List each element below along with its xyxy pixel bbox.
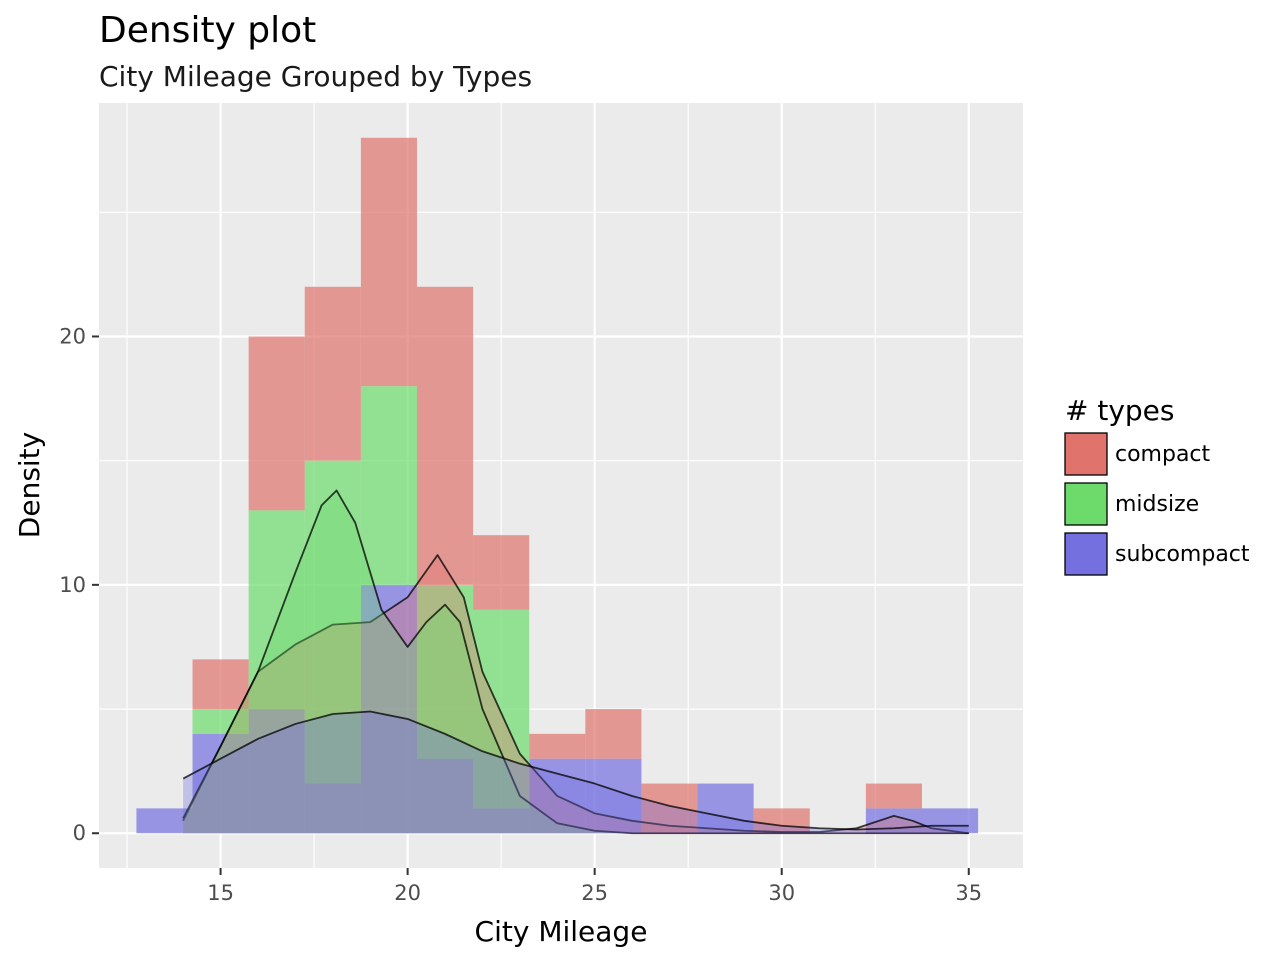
- y-tick-label: 0: [73, 821, 86, 845]
- y-tick-label: 10: [59, 573, 86, 597]
- legend-label-compact: compact: [1115, 442, 1211, 467]
- density-line-subcompact: [182, 710, 969, 831]
- bar-subcompact: [697, 783, 754, 834]
- bar-subcompact: [473, 808, 530, 834]
- bar-midsize: [248, 510, 305, 710]
- bar-midsize: [416, 584, 474, 759]
- density-line-compact: [182, 554, 969, 835]
- bar-compact: [473, 535, 530, 610]
- density-area-midsize: [183, 490, 969, 834]
- bar-compact: [360, 137, 417, 387]
- bar-compact: [248, 336, 305, 511]
- bar-compact: [192, 659, 249, 710]
- legend-swatch-midsize: [1064, 482, 1108, 526]
- x-tick-label: 25: [581, 881, 608, 905]
- bar-midsize: [304, 460, 361, 784]
- legend-swatch-compact: [1064, 432, 1108, 476]
- bar-subcompact: [416, 758, 474, 834]
- bar-compact: [753, 808, 810, 834]
- x-tick-label: 20: [394, 881, 421, 905]
- density-curves: [182, 489, 969, 835]
- bar-compact: [529, 733, 586, 759]
- density-area-subcompact: [183, 711, 969, 834]
- bar-subcompact: [304, 783, 361, 834]
- bar-compact: [865, 783, 922, 809]
- histogram-bars: [136, 137, 979, 834]
- density-line-midsize: [182, 489, 969, 835]
- legend-title: # types: [1065, 394, 1175, 427]
- chart-title: Density plot: [99, 10, 316, 51]
- chart-subtitle: City Mileage Grouped by Types: [99, 60, 532, 93]
- bar-compact: [416, 286, 474, 585]
- bar-compact: [304, 286, 361, 461]
- bar-subcompact: [360, 584, 417, 834]
- x-axis-ticks: 15 20 25 30 35: [207, 868, 982, 905]
- legend-swatch-subcompact: [1064, 532, 1108, 576]
- y-axis-title: Density: [13, 432, 46, 538]
- x-tick-label: 15: [207, 881, 234, 905]
- y-tick-label: 20: [59, 324, 86, 348]
- y-axis-ticks: 0 10 20: [59, 324, 99, 845]
- bar-subcompact: [248, 709, 305, 834]
- legend-label-midsize: midsize: [1115, 492, 1199, 517]
- bar-compact: [585, 709, 642, 759]
- x-tick-label: 30: [768, 881, 795, 905]
- legend: # types compact midsize subcompact: [1064, 394, 1250, 576]
- density-area-compact: [183, 555, 969, 834]
- x-axis-title: City Mileage: [475, 915, 648, 948]
- bar-midsize: [192, 709, 249, 734]
- legend-label-subcompact: subcompact: [1115, 542, 1250, 567]
- x-tick-label: 35: [955, 881, 982, 905]
- bar-midsize: [360, 386, 417, 585]
